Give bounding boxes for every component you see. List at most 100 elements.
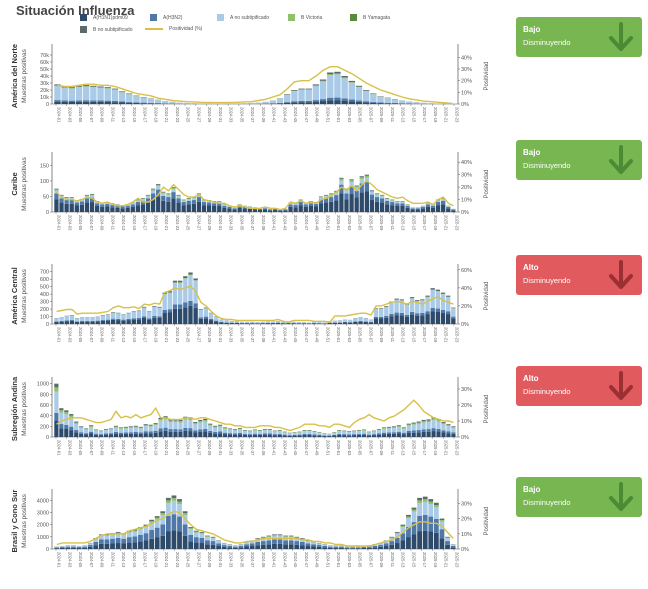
bar xyxy=(105,87,111,104)
bar-segment xyxy=(235,323,239,324)
bar-segment xyxy=(400,525,405,526)
bar-segment xyxy=(358,318,362,321)
bar-segment xyxy=(307,431,311,432)
bar-segment xyxy=(339,193,343,212)
bar-segment xyxy=(161,192,165,193)
bar-segment xyxy=(83,100,89,102)
bar-segment xyxy=(214,321,218,322)
bar-segment xyxy=(238,434,242,437)
bar-segment xyxy=(85,195,89,196)
bar-segment xyxy=(218,426,222,427)
bar-segment xyxy=(75,203,79,206)
bar xyxy=(132,530,137,549)
bar-segment xyxy=(324,203,328,212)
bar-segment xyxy=(436,205,440,212)
bar xyxy=(148,98,154,104)
bar-segment xyxy=(161,193,165,195)
y-tick-label: 1000 xyxy=(37,382,49,388)
legend-label: A(H1N1)pdm09 xyxy=(93,15,128,21)
bar-segment xyxy=(445,538,450,541)
bar xyxy=(416,207,420,212)
bar-segment xyxy=(362,435,366,437)
bar-segment xyxy=(208,424,212,425)
bar-segment xyxy=(75,318,79,321)
bar xyxy=(451,209,455,212)
bar-segment xyxy=(416,208,420,209)
bar-segment xyxy=(116,313,120,319)
bar-segment xyxy=(317,323,321,324)
bar-segment xyxy=(105,535,110,536)
bar-segment xyxy=(59,203,63,212)
bar xyxy=(349,81,355,104)
y2-tick-label: 10% xyxy=(461,532,472,538)
bar-segment xyxy=(355,197,359,212)
bar-segment xyxy=(420,313,424,315)
bar-segment xyxy=(297,322,301,323)
x-tick-label: 2025-23 xyxy=(455,440,460,456)
y-tick-label: 4000 xyxy=(37,498,49,504)
bar-segment xyxy=(147,318,151,319)
bar xyxy=(137,311,141,324)
bar-segment xyxy=(176,198,180,202)
bar-segment xyxy=(199,309,203,310)
bar-segment xyxy=(426,203,430,204)
status-level: Bajo xyxy=(523,148,540,157)
bar xyxy=(213,426,217,437)
x-tick-label: 2024-13 xyxy=(121,107,126,123)
x-tick-label: 2024-49 xyxy=(315,107,320,123)
bar xyxy=(142,307,146,324)
bar-segment xyxy=(394,299,398,300)
bar-segment xyxy=(129,427,133,428)
bar-segment xyxy=(385,201,389,205)
status-trend: Disminuyendo xyxy=(523,276,571,285)
bar xyxy=(446,424,450,437)
y-tick-label: 200 xyxy=(40,307,49,313)
bar-segment xyxy=(178,429,182,432)
bar xyxy=(166,193,170,212)
bar-segment xyxy=(278,431,282,434)
bar-segment xyxy=(197,197,201,202)
bar-segment xyxy=(363,91,369,101)
bar xyxy=(104,429,108,437)
bar-segment xyxy=(169,102,175,104)
bar-segment xyxy=(436,432,440,437)
bar xyxy=(445,537,450,549)
bar xyxy=(233,545,238,549)
bar-segment xyxy=(223,428,227,429)
bar xyxy=(227,544,232,549)
bar-segment xyxy=(402,428,406,429)
x-tick-label: 2024-03 xyxy=(67,107,72,123)
bar-segment xyxy=(367,548,372,549)
bar-segment xyxy=(339,547,344,548)
bar-segment xyxy=(65,316,69,320)
bar xyxy=(127,531,132,549)
bar-segment xyxy=(96,317,100,321)
x-tick-label: 2025-09 xyxy=(379,215,384,231)
region-label: América Central xyxy=(10,267,19,325)
bar-segment xyxy=(288,435,292,436)
legend-item-b-victoria: B Victoria xyxy=(288,14,322,21)
bar-segment xyxy=(168,421,172,422)
x-tick-label: 2024-13 xyxy=(121,440,126,456)
bar xyxy=(270,101,276,105)
bar-segment xyxy=(327,436,331,437)
bar-segment xyxy=(139,428,143,429)
bar-segment xyxy=(422,429,426,432)
bar-segment xyxy=(284,102,290,103)
bar-segment xyxy=(80,202,84,205)
bar-segment xyxy=(406,518,411,527)
bar-segment xyxy=(365,191,369,212)
bar-segment xyxy=(147,312,151,318)
bar-segment xyxy=(211,541,216,545)
bar-segment xyxy=(139,428,143,432)
bar-segment xyxy=(384,543,389,546)
bar-segment xyxy=(313,100,319,102)
bar-segment xyxy=(255,322,259,323)
bar-segment xyxy=(116,538,121,543)
x-tick-label: 2025-15 xyxy=(411,327,416,343)
bar-segment xyxy=(83,87,89,101)
bar-segment xyxy=(283,536,288,537)
bar-segment xyxy=(139,432,143,434)
